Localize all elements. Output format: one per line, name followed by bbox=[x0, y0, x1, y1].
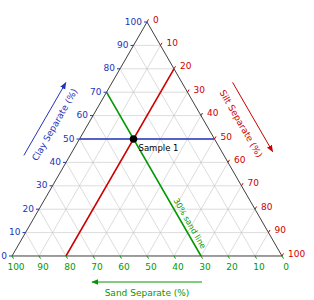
tick-label: 0 bbox=[153, 15, 159, 25]
tick-label: 80 bbox=[64, 262, 76, 272]
grid-line bbox=[53, 185, 242, 186]
tick-mark bbox=[174, 256, 176, 259]
tick-label: 40 bbox=[207, 108, 219, 118]
tick-label: 0 bbox=[1, 251, 7, 261]
tick-label: 100 bbox=[125, 17, 142, 27]
grid-line bbox=[26, 232, 269, 233]
grid-line bbox=[147, 139, 215, 256]
tick-mark bbox=[23, 232, 26, 233]
tick-mark bbox=[255, 207, 257, 210]
tick-label: 60 bbox=[118, 262, 130, 272]
grid-line bbox=[39, 209, 66, 256]
triangle-frame bbox=[12, 22, 282, 256]
tick-label: 90 bbox=[37, 262, 49, 272]
tick-label: 90 bbox=[117, 40, 129, 50]
tick-mark bbox=[201, 256, 203, 259]
grid-line bbox=[93, 116, 174, 256]
tick-mark bbox=[50, 185, 53, 186]
tick-label: 20 bbox=[226, 262, 238, 272]
sample-point bbox=[130, 135, 138, 143]
line-label: 30% sand line bbox=[171, 197, 207, 251]
tick-label: 80 bbox=[261, 202, 273, 212]
tick-mark bbox=[144, 22, 147, 23]
tick-mark bbox=[9, 256, 12, 257]
plot-area bbox=[12, 22, 282, 256]
grid-line bbox=[120, 69, 228, 256]
axis-arrow bbox=[24, 83, 66, 156]
grid-line bbox=[93, 92, 188, 256]
tick-label: 70 bbox=[90, 87, 102, 97]
chart: 0102030405060708090100010203040506070809… bbox=[0, 0, 314, 300]
axis-title: Sand Separate (%) bbox=[105, 288, 190, 298]
tick-mark bbox=[77, 139, 80, 140]
constant-line bbox=[80, 138, 215, 140]
tick-label: 90 bbox=[275, 225, 287, 235]
tick-label: 100 bbox=[288, 249, 305, 259]
axis-title: Silt Separate (%) bbox=[218, 88, 265, 159]
grid-line bbox=[107, 92, 188, 93]
tick-mark bbox=[117, 68, 120, 69]
tick-mark bbox=[228, 256, 230, 259]
tick-label: 70 bbox=[91, 262, 103, 272]
tick-label: 30 bbox=[199, 262, 211, 272]
tick-label: 30 bbox=[36, 180, 48, 190]
tick-mark bbox=[66, 256, 68, 259]
grid-line bbox=[80, 139, 215, 140]
tick-mark bbox=[39, 256, 41, 259]
tick-mark bbox=[282, 256, 284, 259]
tick-label: 10 bbox=[9, 227, 21, 237]
tick-mark bbox=[269, 230, 271, 233]
tick-label: 10 bbox=[253, 262, 265, 272]
constant-line bbox=[66, 69, 174, 256]
tick-mark bbox=[120, 256, 122, 259]
tick-label: 50 bbox=[221, 132, 233, 142]
tick-label: 10 bbox=[167, 38, 179, 48]
tick-label: 60 bbox=[77, 110, 89, 120]
tick-label: 70 bbox=[248, 178, 260, 188]
grid-line bbox=[107, 92, 202, 256]
tick-mark bbox=[242, 183, 244, 186]
tick-mark bbox=[188, 90, 190, 93]
tick-label: 60 bbox=[234, 155, 246, 165]
tick-label: 50 bbox=[63, 134, 75, 144]
tick-mark bbox=[228, 160, 230, 163]
grid-line bbox=[255, 233, 269, 256]
tick-mark bbox=[147, 19, 149, 22]
tick-label: 100 bbox=[7, 262, 24, 272]
axis-arrow bbox=[233, 82, 273, 151]
tick-mark bbox=[282, 253, 284, 256]
tick-mark bbox=[12, 256, 14, 259]
tick-label: 80 bbox=[104, 63, 116, 73]
tick-mark bbox=[174, 66, 176, 69]
tick-mark bbox=[147, 256, 149, 259]
tick-mark bbox=[161, 43, 163, 46]
tick-label: 50 bbox=[145, 262, 157, 272]
point-label: Sample 1 bbox=[139, 143, 179, 153]
tick-label: 0 bbox=[283, 262, 289, 272]
tick-label: 20 bbox=[180, 61, 192, 71]
constant-line bbox=[107, 92, 202, 256]
tick-label: 20 bbox=[23, 204, 35, 214]
tick-mark bbox=[93, 256, 95, 259]
tick-label: 30 bbox=[194, 85, 206, 95]
tick-mark bbox=[215, 136, 217, 139]
tick-mark bbox=[90, 115, 93, 116]
tick-label: 40 bbox=[172, 262, 184, 272]
tick-mark bbox=[255, 256, 257, 259]
tick-mark bbox=[63, 162, 66, 163]
tick-mark bbox=[36, 209, 39, 210]
tick-mark bbox=[104, 92, 107, 93]
tick-label: 40 bbox=[50, 157, 62, 167]
grid-line bbox=[80, 139, 148, 256]
axis-arrow bbox=[92, 282, 202, 283]
grid-line bbox=[134, 45, 161, 46]
axis-title: Clay Separate (%) bbox=[30, 87, 80, 163]
grid-line bbox=[134, 45, 256, 256]
tick-mark bbox=[201, 113, 203, 116]
grid-line bbox=[26, 233, 40, 256]
tick-mark bbox=[131, 45, 134, 46]
grid-line bbox=[66, 69, 174, 256]
